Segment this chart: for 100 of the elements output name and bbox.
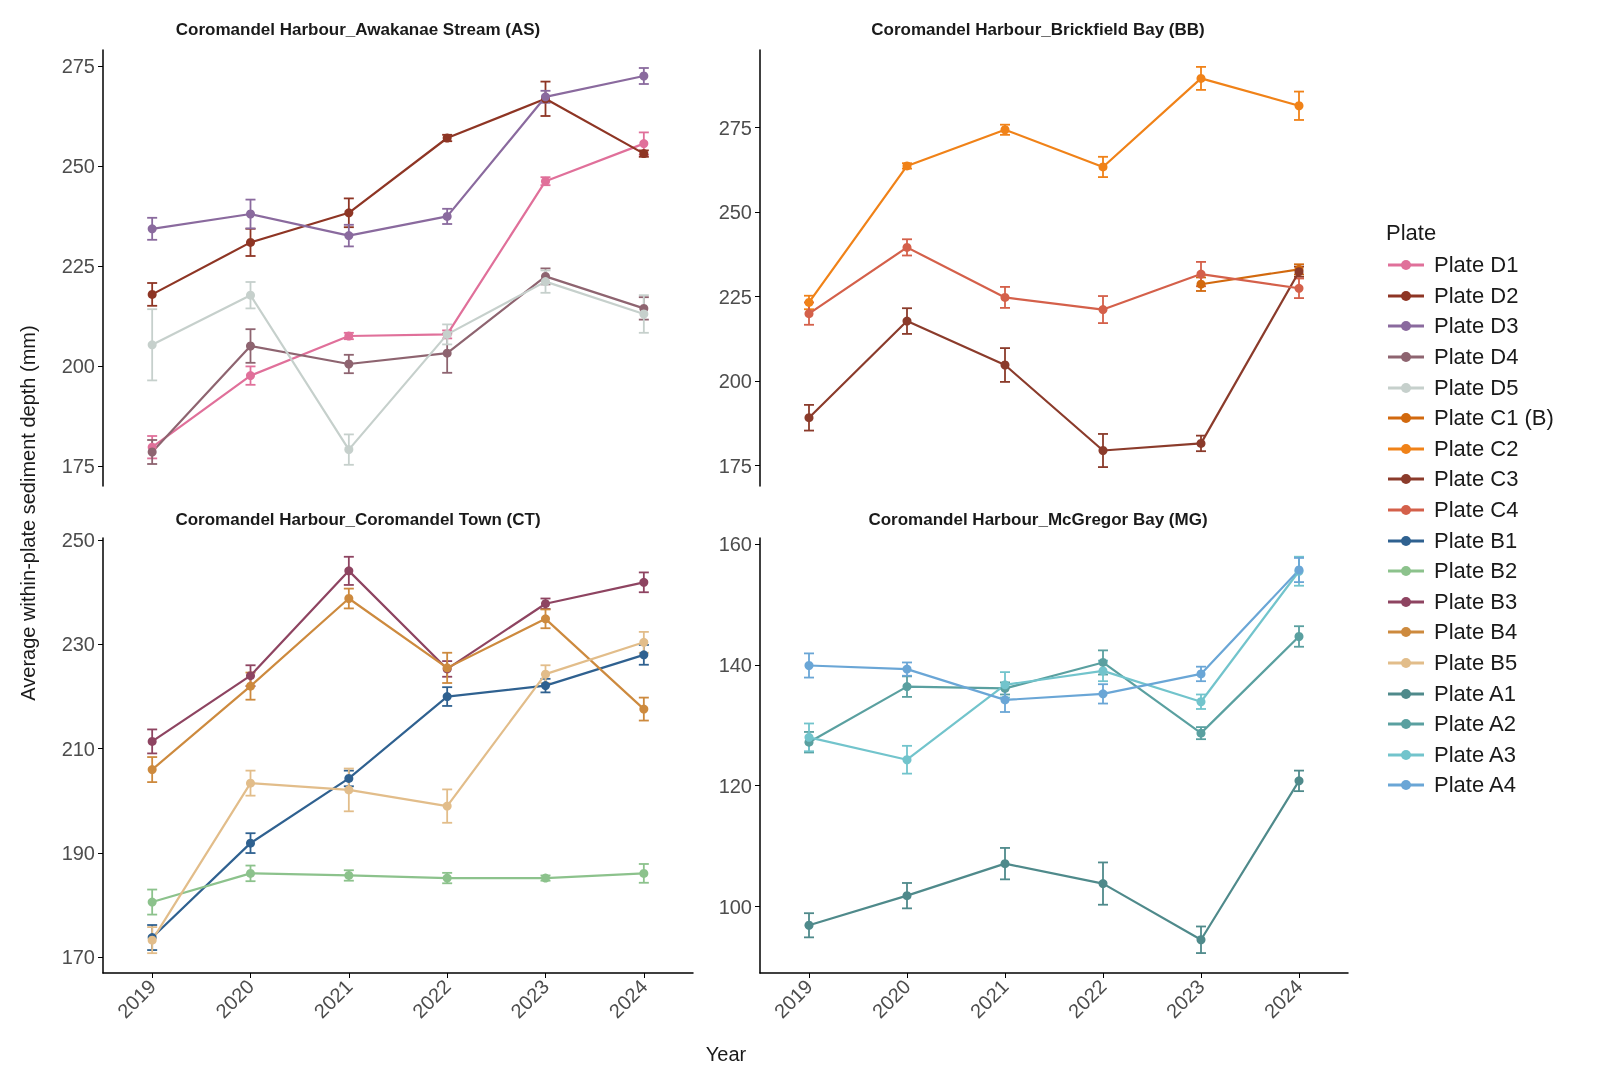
point xyxy=(639,637,649,647)
point xyxy=(1294,101,1304,111)
y-tick-label: 175 xyxy=(61,455,95,477)
y-tick-label: 200 xyxy=(61,355,95,377)
point xyxy=(541,669,550,679)
point xyxy=(804,660,814,670)
point xyxy=(246,209,255,219)
legend-label: Plate D2 xyxy=(1434,282,1519,309)
point xyxy=(246,868,255,878)
y-tick-label: 230 xyxy=(61,633,95,656)
point xyxy=(639,650,649,660)
point xyxy=(1196,269,1206,279)
point xyxy=(1000,360,1010,370)
point xyxy=(442,211,452,221)
point xyxy=(902,316,912,326)
point xyxy=(1294,631,1304,641)
legend-label: Plate B5 xyxy=(1434,650,1518,677)
point xyxy=(147,765,157,775)
legend-label: Plate B2 xyxy=(1434,558,1518,585)
y-tick-label: 275 xyxy=(718,116,752,139)
point xyxy=(902,891,912,901)
point xyxy=(1000,859,1010,869)
point xyxy=(902,242,912,252)
point xyxy=(1000,695,1010,705)
legend-label: Plate D4 xyxy=(1434,344,1519,371)
legend-label: Plate A3 xyxy=(1434,741,1516,768)
point xyxy=(1098,879,1108,889)
y-axis-title: Average within-plate sediment depth (mm) xyxy=(16,325,40,701)
point xyxy=(639,868,649,878)
y-tick-label: 160 xyxy=(718,533,752,556)
point xyxy=(804,732,814,742)
point xyxy=(804,309,814,319)
point xyxy=(344,359,354,369)
point xyxy=(1196,669,1206,679)
y-tick-label: 190 xyxy=(61,842,95,865)
legend-label: Plate D5 xyxy=(1434,374,1519,401)
point xyxy=(344,785,354,795)
point xyxy=(147,289,157,299)
point xyxy=(639,309,649,319)
point xyxy=(1196,73,1206,83)
legend-label: Plate B4 xyxy=(1434,619,1518,646)
point xyxy=(246,681,255,691)
point xyxy=(344,594,354,603)
point xyxy=(344,231,354,241)
legend-label: Plate A4 xyxy=(1434,772,1516,799)
y-tick-label: 275 xyxy=(61,55,95,77)
point xyxy=(246,237,255,247)
point xyxy=(1098,305,1108,315)
point xyxy=(344,566,354,576)
y-tick-label: 225 xyxy=(718,285,752,308)
point xyxy=(147,447,157,457)
point xyxy=(246,671,255,681)
point xyxy=(902,682,912,692)
chart-title: Coromandel Harbour_McGregor Bay (MG) xyxy=(868,510,1208,529)
point xyxy=(246,838,255,848)
legend-title: Plate xyxy=(1386,220,1438,246)
point xyxy=(1098,666,1108,676)
point xyxy=(1098,162,1108,172)
point xyxy=(1000,292,1010,302)
legend-label: Plate B1 xyxy=(1434,527,1518,554)
chart-title: Coromandel Harbour_Brickfield Bay (BB) xyxy=(871,20,1205,39)
x-axis-title: Year xyxy=(705,1042,747,1066)
legend-label: Plate C3 xyxy=(1434,466,1519,493)
point xyxy=(541,614,550,624)
y-tick-label: 120 xyxy=(718,774,752,797)
point xyxy=(147,340,157,350)
legend-label: Plate D3 xyxy=(1434,313,1519,340)
point xyxy=(541,681,550,691)
point xyxy=(1294,283,1304,293)
point xyxy=(639,577,649,587)
y-tick-label: 210 xyxy=(61,737,95,760)
legend-label: Plate A1 xyxy=(1434,680,1516,707)
point xyxy=(1196,438,1206,448)
point xyxy=(344,773,354,783)
legend-label: Plate A2 xyxy=(1434,711,1516,738)
point xyxy=(1098,689,1108,699)
point xyxy=(344,208,354,218)
y-tick-label: 225 xyxy=(61,255,95,277)
point xyxy=(246,290,255,300)
point xyxy=(541,277,550,287)
point xyxy=(639,71,649,81)
legend-label: Plate C2 xyxy=(1434,435,1519,462)
point xyxy=(902,664,912,674)
y-tick-label: 200 xyxy=(718,370,752,393)
y-tick-label: 250 xyxy=(718,201,752,224)
point xyxy=(804,297,814,307)
point xyxy=(804,413,814,423)
point xyxy=(804,920,814,930)
point xyxy=(147,736,157,746)
point xyxy=(1098,446,1108,456)
y-tick-label: 250 xyxy=(61,529,95,552)
legend-label: Plate D1 xyxy=(1434,252,1519,279)
point xyxy=(147,897,157,907)
legend-label: Plate B3 xyxy=(1434,588,1518,615)
point xyxy=(147,224,157,234)
point xyxy=(344,445,354,455)
point xyxy=(246,778,255,788)
y-tick-label: 100 xyxy=(718,895,752,918)
point xyxy=(442,801,452,811)
point xyxy=(902,755,912,765)
